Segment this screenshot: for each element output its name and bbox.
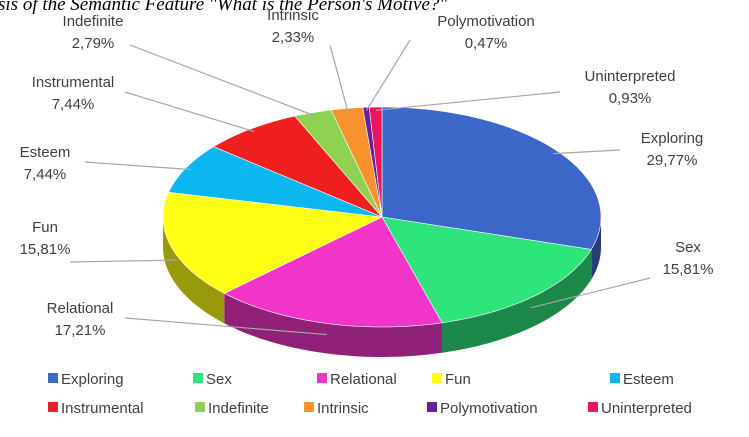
- legend-label: Indefinite: [208, 400, 269, 417]
- legend-swatch: [610, 373, 620, 383]
- slice-side: [442, 249, 592, 353]
- slice-side: [591, 217, 601, 280]
- data-label: 15,81%: [20, 241, 71, 258]
- data-label: 0,93%: [609, 90, 652, 107]
- legend-swatch: [427, 402, 437, 412]
- data-label-name: Polymotivation: [437, 13, 535, 30]
- data-label-name: Fun: [32, 219, 58, 236]
- legend-swatch: [195, 402, 205, 412]
- slice: [212, 115, 383, 218]
- data-label: 7,44%: [24, 166, 67, 183]
- legend-label: Fun: [445, 371, 471, 388]
- leader-line: [552, 149, 621, 155]
- data-label: 29,77%: [647, 152, 698, 169]
- legend-label: Exploring: [61, 371, 124, 388]
- leader-line: [84, 161, 192, 171]
- slice: [294, 109, 383, 218]
- leader-line: [124, 91, 255, 133]
- legend-swatch: [48, 402, 58, 412]
- legend-swatch: [588, 402, 598, 412]
- slice-side: [163, 217, 225, 324]
- leader-line: [375, 91, 561, 111]
- legend-label: Instrumental: [61, 400, 144, 417]
- data-label-name: Relational: [47, 300, 114, 317]
- legend-label: Relational: [330, 371, 397, 388]
- legend-label: Polymotivation: [440, 400, 538, 417]
- data-label-name: Uninterpreted: [585, 68, 676, 85]
- leader-line: [129, 44, 315, 117]
- leader-line: [69, 259, 178, 263]
- legend-label: Uninterpreted: [601, 400, 692, 417]
- data-label-name: Esteem: [20, 144, 71, 161]
- data-label: 17,21%: [55, 322, 106, 339]
- slice: [168, 146, 383, 218]
- leader-line: [329, 44, 349, 112]
- slice: [162, 192, 384, 294]
- leader-line: [530, 277, 651, 309]
- legend-label: Esteem: [623, 371, 674, 388]
- data-label: 15,81%: [663, 261, 714, 278]
- data-label-name: Sex: [675, 239, 701, 256]
- data-label: 7,44%: [52, 96, 95, 113]
- data-label-name: Exploring: [641, 130, 704, 147]
- leader-line: [124, 317, 327, 336]
- legend-swatch: [48, 373, 58, 383]
- legend-swatch: [317, 373, 327, 383]
- slice: [381, 216, 592, 324]
- chart-title: sis of the Semantic Feature "What is the…: [0, 0, 448, 15]
- legend-label: Intrinsic: [317, 400, 369, 417]
- leader-line: [365, 39, 411, 111]
- legend-swatch: [193, 373, 203, 383]
- data-label-name: Intrinsic: [267, 7, 319, 24]
- legend-swatch: [304, 402, 314, 412]
- data-label: 2,33%: [272, 29, 315, 46]
- slice: [223, 216, 443, 328]
- legend-swatch: [432, 373, 442, 383]
- slice-side: [224, 293, 443, 357]
- data-label-name: Instrumental: [32, 74, 115, 91]
- legend-label: Sex: [206, 371, 232, 388]
- data-label-name: Indefinite: [63, 13, 124, 30]
- slice: [368, 106, 383, 218]
- data-label: 0,47%: [465, 35, 508, 52]
- data-label: 2,79%: [72, 35, 115, 52]
- slice: [381, 106, 602, 250]
